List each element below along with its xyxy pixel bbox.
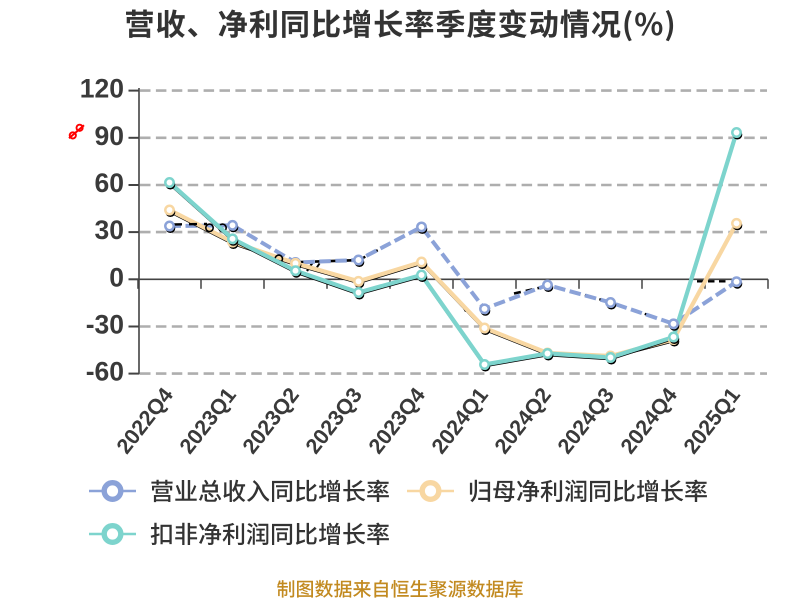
svg-text:2022Q4: 2022Q4	[112, 383, 178, 458]
svg-text:2023Q3: 2023Q3	[301, 383, 367, 458]
svg-text:-60: -60	[86, 357, 124, 387]
svg-text:2025Q1: 2025Q1	[679, 383, 745, 458]
svg-text:0: 0	[109, 262, 124, 292]
svg-text:120: 120	[80, 74, 124, 104]
svg-text:2023Q1: 2023Q1	[175, 383, 241, 458]
svg-text:2024Q3: 2024Q3	[553, 383, 619, 458]
svg-text:-30: -30	[86, 310, 124, 340]
svg-text:2024Q2: 2024Q2	[490, 383, 556, 458]
svg-text:2024Q1: 2024Q1	[427, 383, 493, 458]
svg-text:2023Q4: 2023Q4	[364, 383, 430, 458]
svg-text:2023Q2: 2023Q2	[238, 383, 304, 458]
svg-text:30: 30	[95, 215, 124, 245]
svg-text:60: 60	[95, 168, 124, 198]
svg-text:2024Q4: 2024Q4	[616, 383, 682, 458]
svg-text:90: 90	[95, 121, 124, 151]
